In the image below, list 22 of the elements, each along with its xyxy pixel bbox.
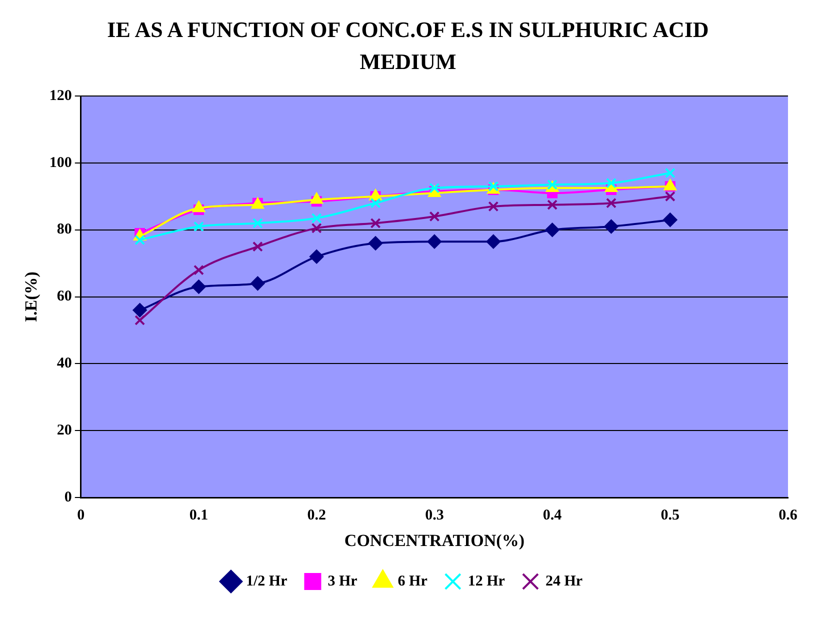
x-tick-label: 0.1 bbox=[189, 507, 208, 524]
legend-label: 24 Hr bbox=[545, 573, 583, 590]
y-tick-label: 0 bbox=[64, 489, 72, 506]
x-axis-title: CONCENTRATION(%) bbox=[344, 531, 524, 550]
x-tick-label: 0 bbox=[77, 507, 85, 524]
x-tick-label: 0.2 bbox=[307, 507, 326, 524]
y-tick-label: 80 bbox=[56, 222, 72, 238]
y-tick-label: 60 bbox=[56, 288, 72, 305]
legend-label: 1/2 Hr bbox=[246, 573, 288, 590]
legend-label: 6 Hr bbox=[398, 573, 428, 590]
legend-label: 12 Hr bbox=[468, 573, 506, 590]
y-tick-label: 20 bbox=[56, 422, 72, 439]
x-tick-label: 0.4 bbox=[542, 507, 562, 524]
chart-title: IE AS A FUNCTION OF CONC.OF E.S IN SULPHURIC ACID MEDIUM bbox=[106, 16, 710, 76]
y-axis-title: I.E(%) bbox=[22, 272, 41, 322]
x-tick-label: 0.3 bbox=[425, 507, 444, 524]
x-tick-label: 0.5 bbox=[660, 507, 680, 524]
x-tick-label: 0.6 bbox=[778, 507, 798, 524]
y-tick-label: 40 bbox=[56, 356, 72, 372]
y-tick-label: 100 bbox=[49, 154, 72, 171]
y-tick-label: 120 bbox=[49, 88, 72, 104]
legend-label: 3 Hr bbox=[328, 573, 358, 590]
